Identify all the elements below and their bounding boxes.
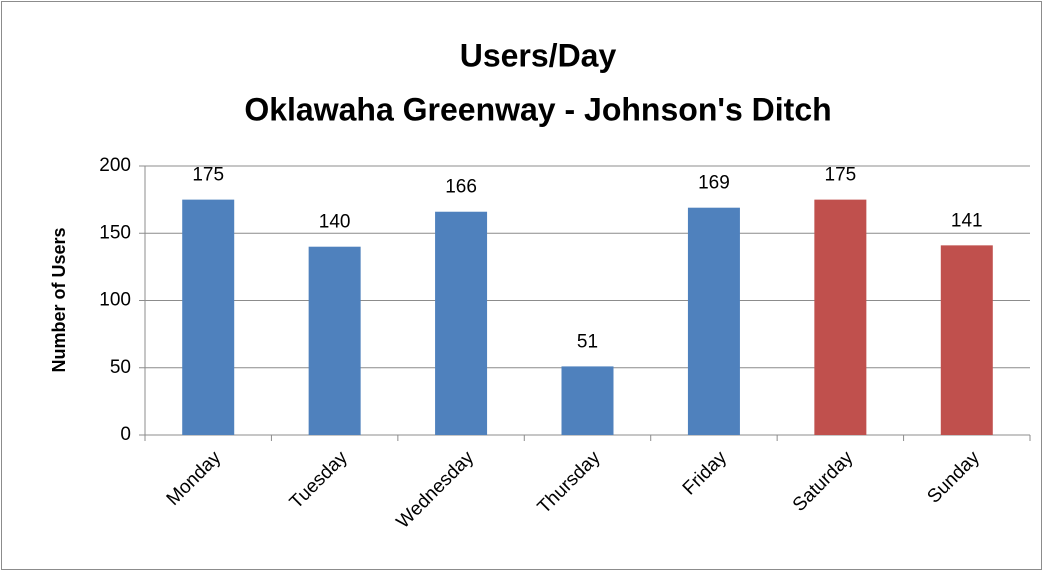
chart-subtitle: Oklawaha Greenway - Johnson's Ditch xyxy=(244,91,831,127)
data-label: 175 xyxy=(825,165,857,186)
y-tick-label: 100 xyxy=(99,290,131,311)
data-label: 141 xyxy=(951,210,983,231)
y-tick-label: 150 xyxy=(99,222,131,243)
y-tick-label: 0 xyxy=(120,424,131,445)
bar xyxy=(435,211,488,435)
bar xyxy=(308,246,361,435)
y-tick-label: 200 xyxy=(99,155,131,176)
data-label: 169 xyxy=(698,173,730,194)
data-label: 51 xyxy=(577,331,598,352)
data-label: 166 xyxy=(445,177,477,198)
bar xyxy=(940,245,993,435)
data-label: 140 xyxy=(319,212,351,233)
bar xyxy=(182,199,235,435)
data-label: 175 xyxy=(192,165,224,186)
bar xyxy=(687,207,740,435)
y-tick-label: 50 xyxy=(110,357,131,378)
y-axis-label: Number of Users xyxy=(49,227,69,372)
bar xyxy=(561,366,614,435)
chart-title: Users/Day xyxy=(460,37,617,73)
bar xyxy=(814,199,867,435)
